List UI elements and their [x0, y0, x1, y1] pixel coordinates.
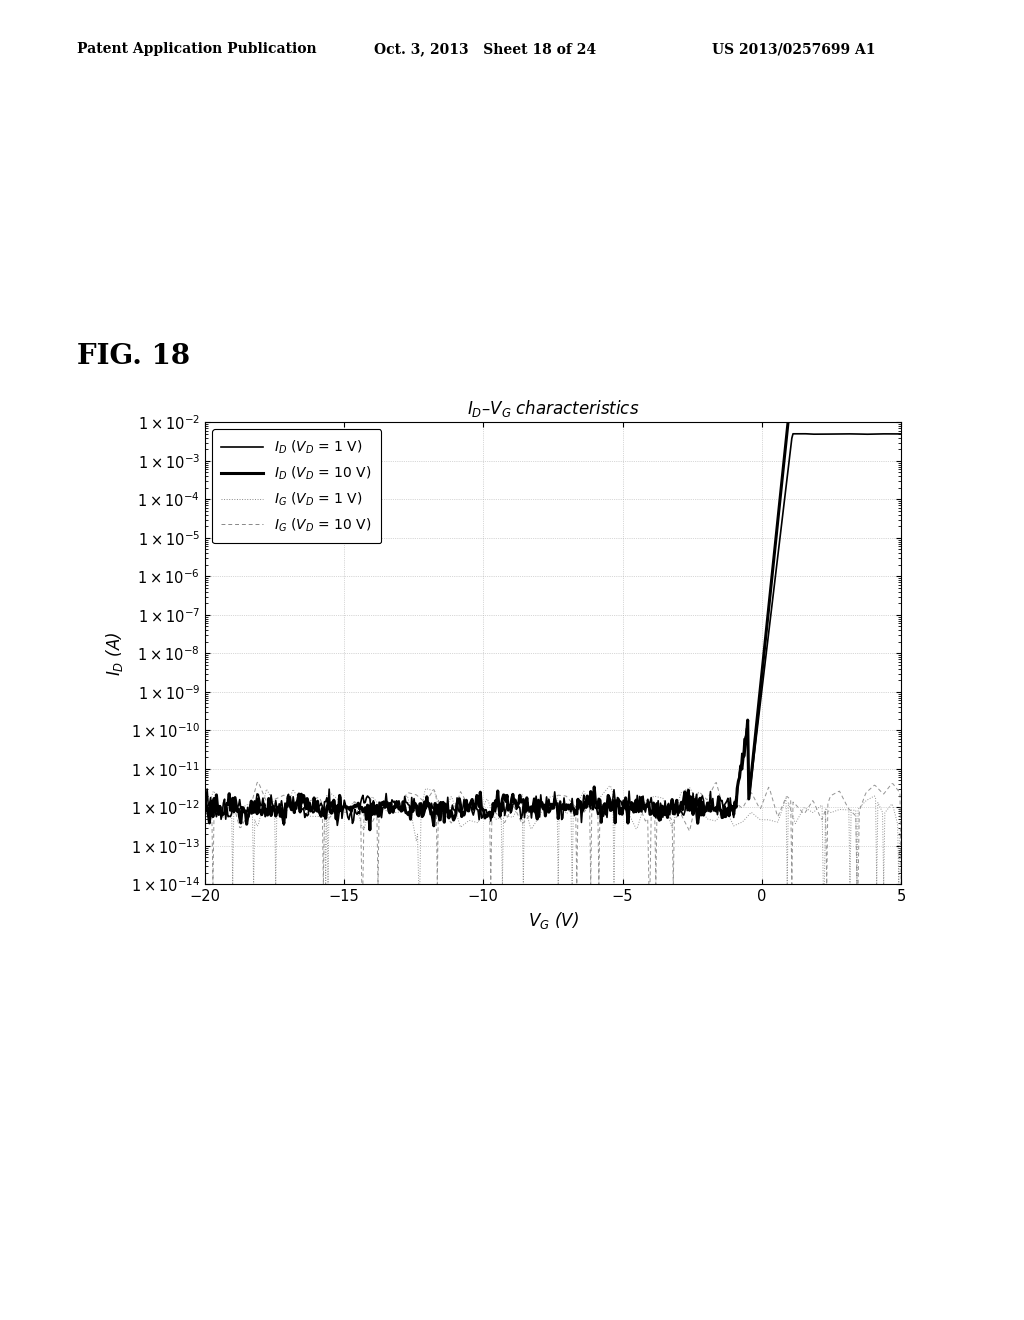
Text: FIG. 18: FIG. 18 [77, 343, 189, 370]
Legend: $I_D$ ($V_D$ = 1 V), $I_D$ ($V_D$ = 10 V), $I_G$ ($V_D$ = 1 V), $I_G$ ($V_D$ = 1: $I_D$ ($V_D$ = 1 V), $I_D$ ($V_D$ = 10 V… [212, 429, 381, 544]
X-axis label: $V_G$ (V): $V_G$ (V) [527, 909, 579, 931]
Text: Patent Application Publication: Patent Application Publication [77, 42, 316, 57]
Title: $I_D$–$V_G$ characteristics: $I_D$–$V_G$ characteristics [467, 399, 639, 418]
Y-axis label: $I_D$ (A): $I_D$ (A) [104, 631, 125, 676]
Text: Oct. 3, 2013   Sheet 18 of 24: Oct. 3, 2013 Sheet 18 of 24 [374, 42, 596, 57]
Text: US 2013/0257699 A1: US 2013/0257699 A1 [712, 42, 876, 57]
